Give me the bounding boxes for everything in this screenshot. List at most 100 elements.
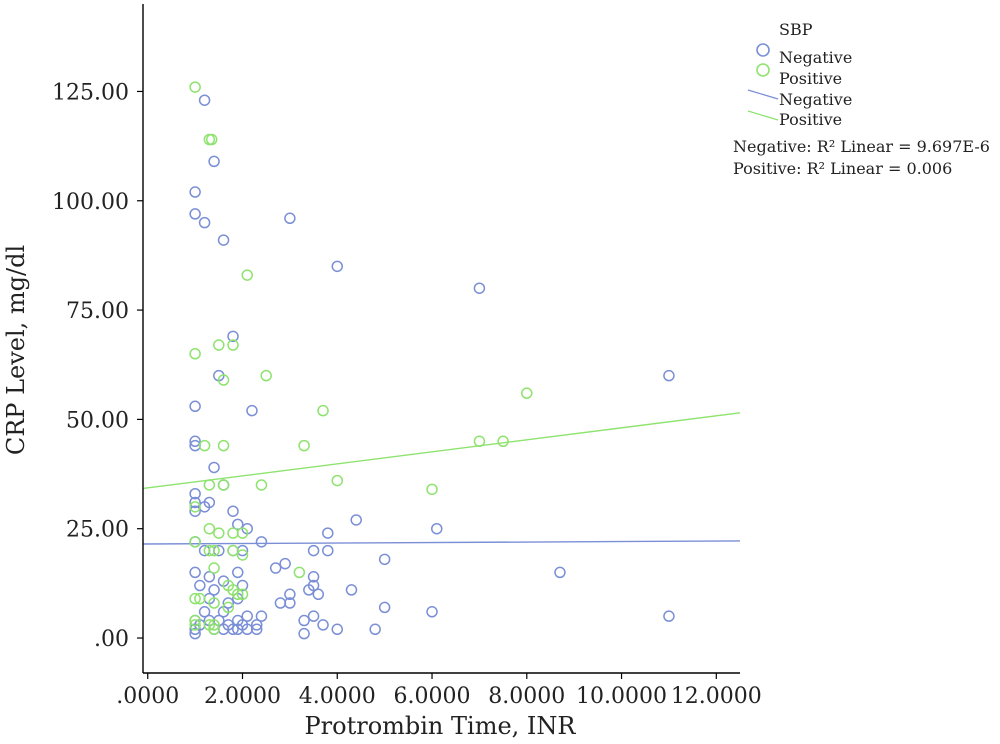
legend-line-label-positive: Positive xyxy=(779,110,842,129)
point-negative xyxy=(189,435,201,448)
x-tick-label: 2.0000 xyxy=(204,684,281,709)
point-negative xyxy=(203,571,216,583)
point-negative xyxy=(241,610,253,622)
x-tick-label: 4.0000 xyxy=(299,684,376,709)
y-tick-label: 25.00 xyxy=(66,518,129,543)
point-negative xyxy=(227,505,239,517)
point-positive xyxy=(298,439,310,452)
y-tick-label: 50.00 xyxy=(66,408,129,433)
point-negative xyxy=(189,623,201,636)
point-positive xyxy=(213,527,225,539)
point-positive xyxy=(208,597,220,609)
point-negative xyxy=(322,544,334,557)
point-negative xyxy=(284,588,296,601)
point-positive xyxy=(217,374,230,386)
point-negative xyxy=(269,562,282,574)
point-positive xyxy=(189,81,201,93)
point-negative xyxy=(554,566,566,579)
point-positive xyxy=(198,439,211,452)
point-negative xyxy=(663,369,675,382)
point-positive xyxy=(293,566,306,579)
point-negative xyxy=(250,619,263,631)
point-negative xyxy=(473,282,486,294)
point-positive xyxy=(208,623,220,636)
point-positive xyxy=(227,544,239,557)
x-tick-label: .0000 xyxy=(116,684,179,709)
point-negative xyxy=(232,518,244,531)
point-positive xyxy=(317,404,329,417)
point-positive xyxy=(213,339,225,351)
point-negative xyxy=(189,627,201,640)
point-positive xyxy=(497,435,509,448)
point-negative xyxy=(284,597,296,609)
fit-annotation-negative: Negative: R² Linear = 9.697E-6 xyxy=(733,137,990,156)
y-tick-label: 100.00 xyxy=(52,190,129,215)
point-positive xyxy=(521,387,533,399)
point-positive xyxy=(203,544,216,557)
legend-label-negative: Negative xyxy=(779,48,852,67)
x-tick-label: 10.0000 xyxy=(576,684,667,709)
point-negative xyxy=(208,584,220,596)
point-negative xyxy=(198,606,211,618)
fit-annotation-positive: Positive: R² Linear = 0.006 xyxy=(733,159,952,178)
legend-marker-positive xyxy=(756,63,770,77)
point-positive xyxy=(189,592,201,605)
point-negative xyxy=(246,404,258,417)
point-positive xyxy=(236,588,249,601)
point-negative xyxy=(298,627,310,640)
legend: SBP Negative Positive Negative Positive xyxy=(747,20,852,129)
x-tick-label: 8.0000 xyxy=(488,684,565,709)
x-tick-label: 12.0000 xyxy=(671,684,762,709)
point-positive xyxy=(222,601,235,614)
point-positive xyxy=(426,483,438,496)
point-positive xyxy=(189,536,201,548)
point-negative xyxy=(232,566,244,579)
point-negative xyxy=(312,588,325,601)
point-negative xyxy=(378,553,391,566)
point-negative xyxy=(284,212,296,225)
point-positive xyxy=(205,133,218,146)
x-tick-label: 6.0000 xyxy=(394,684,471,709)
point-positive xyxy=(473,435,486,448)
point-positive xyxy=(232,588,244,601)
point-positive xyxy=(189,619,201,631)
point-negative xyxy=(431,522,443,535)
legend-marker-negative xyxy=(756,43,770,57)
point-negative xyxy=(208,155,220,168)
point-positive xyxy=(227,339,239,351)
point-negative xyxy=(331,623,344,636)
point-negative xyxy=(303,584,315,596)
y-tick-label: .00 xyxy=(94,627,129,652)
point-negative xyxy=(255,610,268,622)
point-negative xyxy=(222,597,235,609)
plot-area xyxy=(143,4,740,673)
point-positive xyxy=(189,348,201,360)
point-negative xyxy=(189,186,201,198)
fit-line-negative xyxy=(142,540,741,545)
point-positive xyxy=(331,474,344,487)
point-positive xyxy=(208,619,220,631)
point-negative xyxy=(198,94,211,106)
point-negative xyxy=(189,566,201,579)
legend-line-negative xyxy=(747,89,779,100)
y-axis-title: CRP Level, mg/dl xyxy=(2,245,30,455)
point-negative xyxy=(331,260,344,273)
point-negative xyxy=(426,606,438,618)
point-positive xyxy=(194,592,206,605)
point-positive xyxy=(203,479,216,491)
point-positive xyxy=(208,544,220,557)
legend-label-positive: Positive xyxy=(779,69,842,88)
point-negative xyxy=(298,614,310,627)
point-negative xyxy=(255,536,268,548)
point-negative xyxy=(369,623,381,636)
point-negative xyxy=(307,544,320,557)
point-negative xyxy=(189,400,201,413)
fit-line-positive xyxy=(142,412,741,490)
point-negative xyxy=(307,571,320,583)
axes: .0000 2.0000 4.0000 6.0000 8.0000 10.0000 12.0… xyxy=(52,4,762,709)
data-points xyxy=(189,81,675,640)
point-positive xyxy=(217,479,230,491)
point-positive xyxy=(208,562,220,574)
point-positive xyxy=(189,614,201,627)
